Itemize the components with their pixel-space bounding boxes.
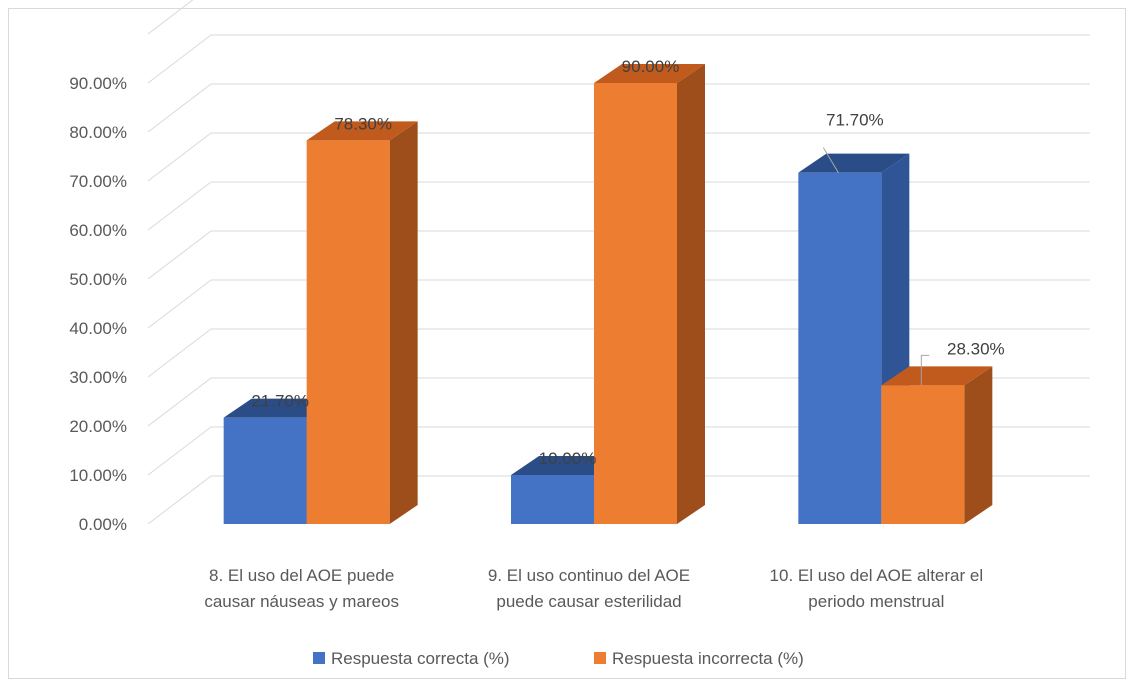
gridline-diagonal	[147, 328, 212, 378]
bar	[511, 475, 594, 524]
bar-side	[964, 366, 993, 524]
bar-top	[594, 64, 705, 83]
chart-frame	[8, 8, 1126, 679]
y-tick-label: 50.00%	[69, 270, 127, 289]
data-label: 28.30%	[947, 339, 1005, 358]
legend: Respuesta correcta (%) Respuesta incorrec…	[313, 649, 804, 668]
gridline-diagonal	[147, 426, 212, 476]
data-label: 10.00%	[539, 449, 597, 468]
gridline-diagonal	[147, 83, 212, 133]
data-label: 71.70%	[826, 111, 884, 130]
y-tick-label: 70.00%	[69, 172, 127, 191]
category-label: 9. El uso continuo del AOE	[488, 566, 690, 585]
legend-label: Respuesta correcta (%)	[331, 649, 510, 668]
y-tick-label: 0.00%	[79, 515, 127, 534]
data-label: 78.30%	[334, 114, 392, 133]
category-label: periodo menstrual	[808, 592, 944, 611]
bars	[223, 64, 993, 525]
gridline-diagonal	[147, 279, 212, 329]
y-tick-label: 40.00%	[69, 319, 127, 338]
bar	[223, 417, 307, 524]
gridline-diagonal	[147, 0, 194, 35]
gridline-diagonal	[147, 230, 212, 280]
y-tick-label: 20.00%	[69, 417, 127, 436]
category-label: puede causar esterilidad	[496, 592, 681, 611]
data-label: 90.00%	[622, 57, 680, 76]
bar	[594, 83, 677, 524]
y-tick-label: 60.00%	[69, 221, 127, 240]
category-label: 10. El uso del AOE alterar el	[770, 566, 984, 585]
category-label: causar náuseas y mareos	[204, 592, 399, 611]
category-label: 8. El uso del AOE puede	[209, 566, 394, 585]
gridline-diagonal	[147, 475, 212, 525]
bar	[798, 172, 882, 525]
y-tick-label: 30.00%	[69, 368, 127, 387]
legend-swatch	[594, 652, 606, 664]
y-axis-ticks: 0.00% 10.00% 20.00% 30.00% 40.00% 50.00% 60.00…	[69, 74, 127, 534]
data-label-leader	[920, 354, 930, 386]
bar-side	[389, 121, 418, 524]
bar	[306, 140, 390, 524]
category-labels: 8. El uso del AOE puede causar náuseas y …	[204, 566, 983, 611]
gridline-diagonal	[147, 377, 212, 427]
gridline-diagonal	[147, 181, 212, 231]
bar-top	[306, 121, 418, 141]
data-labels: 21.70% 10.00% 71.70% 78.30% 90.00% 28.30%	[251, 57, 1004, 468]
y-tick-label: 10.00%	[69, 466, 127, 485]
legend-swatch	[313, 652, 325, 664]
bar-side	[677, 64, 705, 524]
y-tick-label: 90.00%	[69, 74, 127, 93]
data-label: 21.70%	[251, 392, 309, 411]
bar-top	[881, 366, 993, 386]
data-label-leader	[822, 147, 839, 173]
gridline-diagonal	[147, 132, 212, 182]
bar	[881, 385, 965, 524]
gridline-diagonal	[147, 34, 212, 84]
y-tick-label: 80.00%	[69, 123, 127, 142]
legend-label: Respuesta incorrecta (%)	[612, 649, 804, 668]
bar-top	[798, 153, 910, 173]
